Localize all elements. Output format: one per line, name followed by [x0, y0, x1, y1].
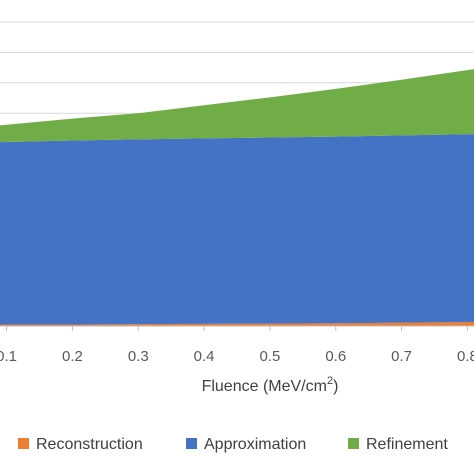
legend-label: Approximation	[204, 436, 306, 453]
legend-swatch	[18, 438, 29, 449]
area-approximation	[0, 134, 474, 325]
x-axis-title: Fluence (MeV/cm2)	[202, 375, 339, 395]
legend-label: Refinement	[366, 436, 448, 453]
area-reconstruction	[0, 322, 474, 326]
x-tick-label: 0.6	[325, 348, 346, 365]
x-tick-label: 0.1	[0, 348, 17, 365]
x-tick-label: 0.8	[457, 348, 474, 365]
legend-swatch	[186, 438, 197, 449]
legend: Reconstruction Approximation Refinement	[18, 436, 448, 453]
x-axis-title-superscript: 2	[327, 375, 333, 387]
x-axis: 0.1 0.2 0.3 0.4 0.5 0.6 0.7 0.8	[0, 325, 474, 365]
x-axis-title-suffix: )	[333, 378, 338, 395]
x-tick-label: 0.7	[391, 348, 412, 365]
legend-label: Reconstruction	[36, 436, 143, 453]
area-refinement	[0, 69, 474, 143]
x-tick-label: 0.5	[259, 348, 280, 365]
plot-area	[0, 69, 474, 326]
legend-swatch	[348, 438, 359, 449]
x-tick-label: 0.2	[62, 348, 83, 365]
legend-item-reconstruction: Reconstruction	[18, 436, 143, 453]
x-tick-label: 0.4	[194, 348, 215, 365]
legend-item-refinement: Refinement	[348, 436, 448, 453]
x-axis-title-main: Fluence (MeV/cm	[202, 378, 327, 395]
legend-item-approximation: Approximation	[186, 436, 306, 453]
x-tick-label: 0.3	[128, 348, 149, 365]
